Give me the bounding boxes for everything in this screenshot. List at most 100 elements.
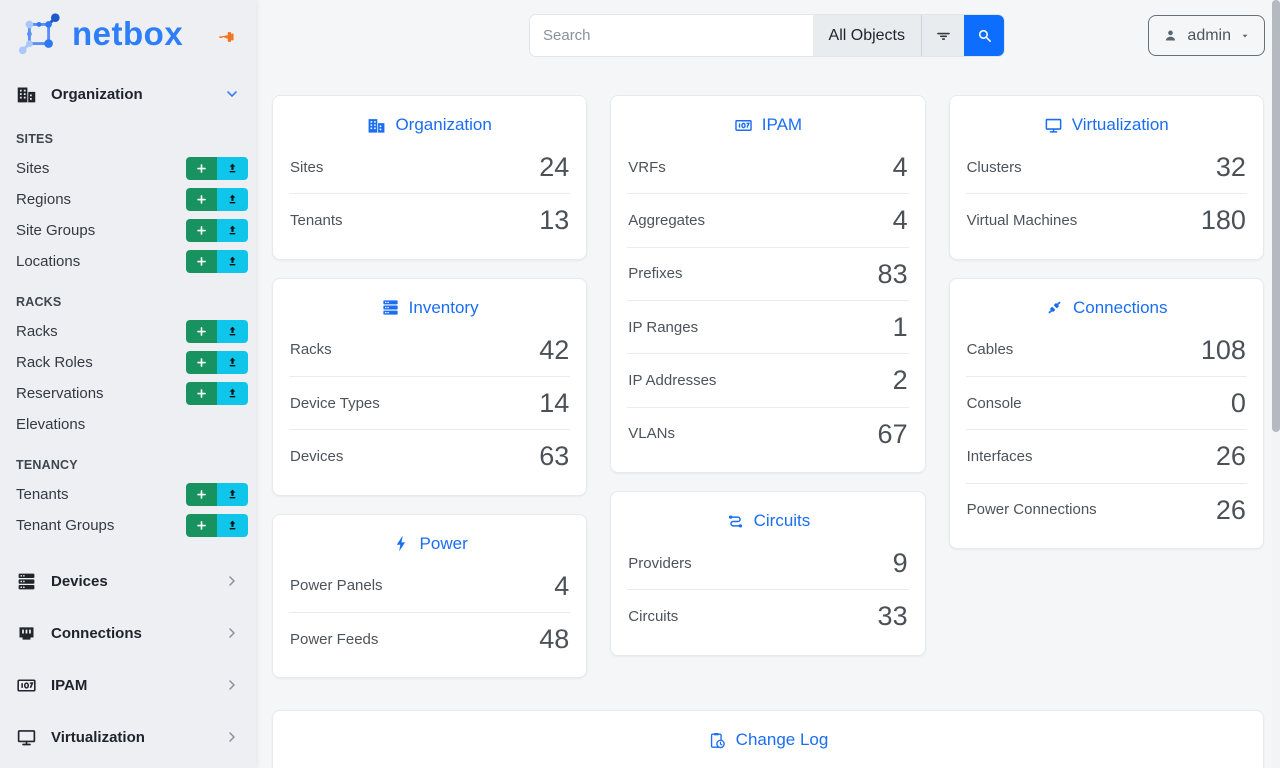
add-button[interactable] xyxy=(186,219,217,242)
chevron-right-icon xyxy=(229,628,235,638)
import-button[interactable] xyxy=(217,382,248,405)
stat-label[interactable]: Cables xyxy=(966,341,1014,359)
user-label: admin xyxy=(1187,26,1231,44)
stat-label[interactable]: Interfaces xyxy=(966,448,1033,466)
pin-sidebar-icon[interactable] xyxy=(218,28,236,46)
sidebar-item-elevations[interactable]: Elevations xyxy=(16,416,86,433)
stat-value[interactable]: 108 xyxy=(1200,334,1246,365)
stat-value[interactable]: 24 xyxy=(539,152,570,182)
search-scope-select[interactable]: All Objects xyxy=(812,15,921,56)
stat-row: Power Connections 26 xyxy=(966,484,1247,536)
stat-label[interactable]: Clusters xyxy=(966,158,1022,176)
card-title: Virtualization xyxy=(966,110,1247,141)
stat-value[interactable]: 9 xyxy=(892,548,908,579)
stat-value[interactable]: 13 xyxy=(539,205,570,236)
stat-value[interactable]: 0 xyxy=(1230,388,1246,419)
stat-row: Interfaces 26 xyxy=(965,430,1247,484)
stat-label[interactable]: Console xyxy=(966,394,1022,412)
stat-label[interactable]: VLANs xyxy=(628,425,675,443)
stat-label[interactable]: IP Addresses xyxy=(628,372,717,390)
sidebar-item-racks[interactable]: Racks xyxy=(0,316,256,347)
stat-label[interactable]: VRFs xyxy=(628,158,666,176)
stat-label[interactable]: Providers xyxy=(628,554,692,572)
add-button[interactable] xyxy=(186,250,217,273)
stat-label[interactable]: Racks xyxy=(290,341,332,359)
stat-value[interactable]: 67 xyxy=(877,418,908,449)
stat-row: VRFs 4 xyxy=(627,141,909,195)
add-button[interactable] xyxy=(186,382,217,405)
stat-label[interactable]: Devices xyxy=(290,448,344,466)
stat-value[interactable]: 33 xyxy=(877,601,908,632)
import-button[interactable] xyxy=(217,320,248,343)
sidebar-item-tenants[interactable]: Tenants xyxy=(0,479,256,510)
stat-row: Prefixes 83 xyxy=(627,248,909,302)
sidebar-item-reservations[interactable]: Reservations xyxy=(0,378,256,409)
stat-row: Power Panels 4 xyxy=(289,560,571,614)
stat-value[interactable]: 14 xyxy=(539,388,570,419)
sidebar-group-devices[interactable]: Devices xyxy=(0,555,256,607)
chevron-right-icon xyxy=(229,680,235,690)
stat-label[interactable]: Power Panels xyxy=(290,577,383,595)
sidebar-item-regions[interactable]: Regions xyxy=(0,184,256,215)
stat-value[interactable]: 32 xyxy=(1215,152,1246,182)
card-circuits: Circuits Providers 9 Circuits 33 xyxy=(610,491,926,656)
sidebar-item-site-groups[interactable]: Site Groups xyxy=(0,215,256,246)
circuits-icon xyxy=(728,515,742,528)
stat-value[interactable]: 2 xyxy=(892,365,908,396)
stat-row: Power Feeds 48 xyxy=(289,613,570,665)
sidebar-group-connections[interactable]: Connections xyxy=(0,607,256,659)
stat-value[interactable]: 26 xyxy=(1215,494,1246,525)
import-button[interactable] xyxy=(217,157,248,180)
sidebar-item-rack-roles[interactable]: Rack Roles xyxy=(0,347,256,378)
card-inventory: Inventory Racks 42 Device Types 14 Devices 63 xyxy=(272,277,588,496)
search-input[interactable] xyxy=(530,15,813,56)
stat-label[interactable]: Device Types xyxy=(290,394,380,412)
import-button[interactable] xyxy=(217,483,248,506)
stat-label[interactable]: Sites xyxy=(290,158,324,176)
import-button[interactable] xyxy=(217,250,248,273)
sidebar-item-locations[interactable]: Locations xyxy=(0,246,256,277)
stat-value[interactable]: 83 xyxy=(877,258,908,289)
section-label-racks: RACKS xyxy=(16,295,62,309)
sidebar-item-sites[interactable]: Sites xyxy=(0,153,256,184)
stat-value[interactable]: 4 xyxy=(892,205,908,236)
stat-label[interactable]: Aggregates xyxy=(628,212,706,230)
stat-label[interactable]: Prefixes xyxy=(628,265,683,283)
stat-label[interactable]: Virtual Machines xyxy=(966,212,1078,230)
import-button[interactable] xyxy=(217,351,248,374)
stat-value[interactable]: 180 xyxy=(1200,205,1246,236)
import-button[interactable] xyxy=(217,219,248,242)
add-button[interactable] xyxy=(186,483,217,506)
stat-value[interactable]: 4 xyxy=(892,152,908,182)
add-button[interactable] xyxy=(186,157,217,180)
sidebar-group-organization[interactable]: Organization xyxy=(0,74,256,114)
sidebar-item-tenant-groups[interactable]: Tenant Groups xyxy=(0,510,256,541)
user-menu-button[interactable]: admin xyxy=(1148,15,1265,56)
stat-label[interactable]: Tenants xyxy=(290,212,343,230)
sidebar-group-virtualization[interactable]: Virtualization xyxy=(0,711,256,763)
stat-value[interactable]: 1 xyxy=(892,312,908,343)
card-title: IPAM xyxy=(627,110,908,141)
add-button[interactable] xyxy=(186,351,217,374)
filter-button[interactable] xyxy=(921,15,964,56)
import-button[interactable] xyxy=(217,514,248,537)
import-button[interactable] xyxy=(217,188,248,211)
search-button[interactable] xyxy=(964,15,1004,56)
stat-label[interactable]: Power Connections xyxy=(966,501,1097,519)
server-icon xyxy=(18,573,35,589)
stat-value[interactable]: 48 xyxy=(539,624,570,655)
add-button[interactable] xyxy=(186,514,217,537)
scrollbar-thumb[interactable] xyxy=(1272,0,1280,432)
stat-label[interactable]: Circuits xyxy=(628,608,679,626)
stat-value[interactable]: 4 xyxy=(554,570,570,601)
stat-label[interactable]: Power Feeds xyxy=(290,630,379,648)
sidebar-group-ipam[interactable]: IPAM xyxy=(0,659,256,711)
stat-value[interactable]: 42 xyxy=(539,334,570,365)
stat-label[interactable]: IP Ranges xyxy=(628,318,699,336)
stat-value[interactable]: 26 xyxy=(1215,441,1246,472)
netbox-logo[interactable]: netbox xyxy=(0,0,256,64)
add-button[interactable] xyxy=(186,320,217,343)
add-button[interactable] xyxy=(186,188,217,211)
stat-value[interactable]: 63 xyxy=(539,441,570,472)
stat-row: IP Ranges 1 xyxy=(627,301,909,355)
